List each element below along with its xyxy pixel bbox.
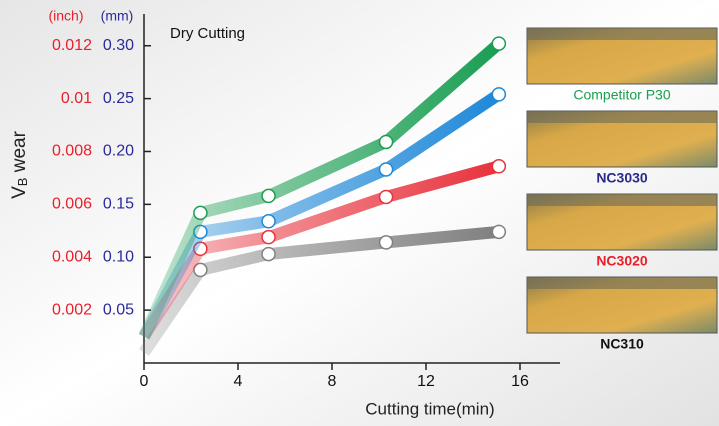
x-tick-label: 8 <box>328 373 337 390</box>
y2-tick-label: 0.002 <box>52 301 92 318</box>
data-point <box>261 214 276 229</box>
data-point <box>378 134 394 150</box>
y-label-sub: B <box>15 178 30 187</box>
y-tick-label: 0.20 <box>103 143 134 160</box>
y-tick-label: 0.10 <box>103 248 134 265</box>
insert-edge <box>527 277 717 289</box>
y2-tick-label: 0.004 <box>52 248 92 265</box>
chart-title: Dry Cutting <box>170 25 245 42</box>
y-tick-label: 0.05 <box>103 301 134 318</box>
insert-edge <box>527 194 717 206</box>
data-point <box>491 36 507 51</box>
data-point <box>491 159 507 174</box>
y-label-main: V <box>9 186 30 199</box>
y2-tick-label: 0.008 <box>52 143 92 160</box>
data-point <box>261 246 276 262</box>
y-tick-label: 0.15 <box>103 196 134 213</box>
legend-label: NC310 <box>600 336 644 352</box>
data-point <box>378 189 394 205</box>
legend-label: Competitor P30 <box>573 87 670 103</box>
y2-tick-label: 0.012 <box>52 37 92 54</box>
y-tick-label: 0.30 <box>103 37 134 54</box>
y-axis-label: VB wear <box>9 130 30 198</box>
y-tick-label: 0.25 <box>103 90 134 107</box>
x-tick-label: 12 <box>417 373 435 390</box>
legend-label: NC3020 <box>596 253 648 269</box>
y2-tick-label: 0.006 <box>52 196 92 213</box>
x-tick-label: 4 <box>234 373 243 390</box>
data-point <box>378 235 394 250</box>
data-point <box>193 205 208 221</box>
insert-edge <box>527 111 717 123</box>
data-point <box>261 188 276 204</box>
insert-edge <box>527 28 717 40</box>
data-point <box>378 162 394 177</box>
legend-label: NC3030 <box>596 170 648 186</box>
y2-unit: (inch) <box>48 8 83 24</box>
data-point <box>491 224 507 240</box>
data-point <box>491 87 507 102</box>
y-unit: (mm) <box>101 8 134 24</box>
y2-tick-label: 0.01 <box>61 90 92 107</box>
y-label-rest: wear <box>9 130 30 177</box>
x-tick-label: 0 <box>140 373 149 390</box>
x-axis-label: Cutting time(min) <box>365 399 494 418</box>
x-tick-label: 16 <box>511 373 529 390</box>
data-point <box>261 229 276 245</box>
